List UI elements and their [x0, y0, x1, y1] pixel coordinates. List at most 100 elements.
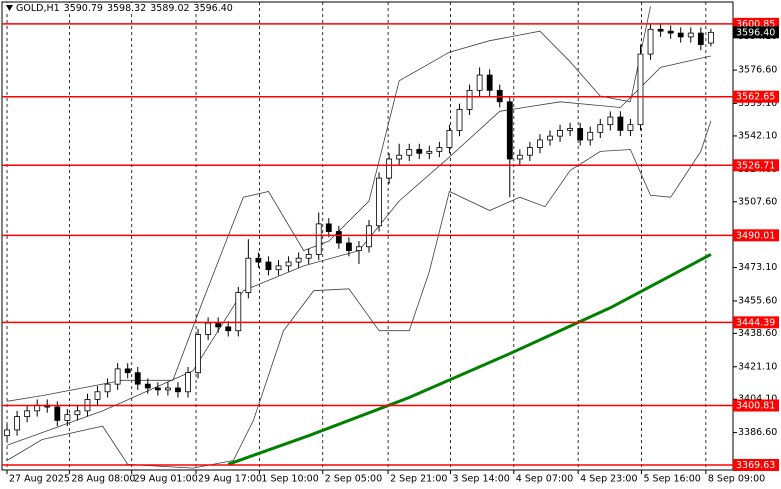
level-label-box — [733, 316, 779, 329]
x-tick-label: 29 Aug 17:00 — [198, 474, 262, 485]
current-price-label: 3596.40 — [736, 27, 775, 38]
candle-body — [707, 31, 714, 44]
x-tick-label: 2 Sep 21:00 — [390, 474, 447, 485]
indicator-line — [227, 253, 712, 466]
candle-body — [24, 410, 31, 417]
x-tick-label: 29 Aug 01:00 — [134, 474, 198, 485]
candle-body — [345, 242, 352, 251]
level-label-box — [733, 229, 779, 242]
candle-body — [315, 223, 322, 255]
header-value: 3596.40 — [193, 3, 233, 14]
level-label-box — [733, 90, 779, 103]
candle-body — [104, 383, 111, 393]
candle-body — [265, 261, 272, 271]
candle-body — [386, 158, 393, 179]
candle-body — [255, 257, 262, 263]
candle-body — [94, 391, 101, 400]
candle-body — [406, 149, 413, 156]
candle-body — [295, 257, 302, 263]
candle-body — [4, 429, 10, 437]
candle-body — [285, 261, 292, 267]
candle-body — [647, 28, 654, 55]
candle-body — [446, 129, 453, 148]
y-tick-label: 3404.10 — [738, 394, 777, 405]
current-price-box — [733, 26, 779, 39]
level-label: 3369.63 — [736, 460, 775, 471]
candle-body — [627, 124, 634, 131]
candle-body — [305, 254, 312, 259]
candle-body — [74, 410, 81, 416]
candle-body — [416, 149, 423, 154]
level-label: 3600.85 — [736, 19, 775, 30]
indicator-lines — [6, 6, 712, 469]
level-label-box — [733, 458, 779, 471]
candle-body — [506, 101, 513, 160]
x-tick-label: 28 Aug 08:00 — [71, 474, 135, 485]
y-tick-label: 3421.10 — [738, 361, 777, 372]
candle-body — [526, 147, 533, 156]
levels — [2, 23, 733, 466]
candle-body — [144, 383, 151, 389]
x-tick-label: 3 Sep 14:00 — [452, 474, 509, 485]
symbol: GOLD,H1 — [16, 3, 60, 14]
x-tick-label: 27 Aug 2025 — [9, 474, 70, 485]
candle-body — [687, 32, 694, 38]
y-tick-label: 3438.60 — [738, 328, 777, 339]
y-tick-label: 3455.60 — [738, 295, 777, 306]
y-tick-label: 3559.10 — [738, 98, 777, 109]
x-tick-label: 4 Sep 07:00 — [516, 474, 573, 485]
candle-body — [205, 322, 212, 335]
header-value: 3598.32 — [106, 3, 147, 14]
candle-body — [356, 246, 362, 251]
header: GOLD,H1 3590.79 3598.32 3589.02 3596.40 — [4, 3, 239, 14]
menu-arrow — [6, 5, 13, 11]
candle-body — [396, 154, 403, 160]
candle-body — [14, 416, 20, 431]
candle-body — [366, 225, 372, 248]
candle-body — [275, 265, 282, 271]
candle-body — [537, 139, 543, 148]
candle-body — [456, 109, 463, 131]
candle-body — [637, 53, 644, 126]
candle-body — [617, 116, 624, 131]
candle-body — [225, 326, 232, 332]
candle-body — [547, 135, 553, 141]
x-tick-label: 4 Sep 23:00 — [580, 474, 637, 485]
candle-body — [175, 387, 181, 393]
x-tick-label: 2 Sep 05:00 — [325, 474, 382, 485]
candle-body — [335, 231, 342, 244]
level-label-box — [733, 159, 779, 172]
x-tick-label: 5 Sep 16:00 — [643, 474, 700, 485]
y-tick-label: 3386.60 — [738, 427, 777, 438]
candle-body — [154, 387, 161, 391]
header-value: 3590.79 — [63, 3, 103, 14]
y-tick-label: 3507.60 — [738, 196, 777, 207]
candle-body — [54, 406, 61, 421]
level-label-box — [733, 399, 779, 412]
candle-body — [677, 32, 684, 38]
level-label: 3444.39 — [736, 317, 775, 328]
y-tick-label: 3576.60 — [738, 65, 777, 76]
candle-body — [195, 334, 201, 374]
candle-body — [486, 74, 493, 91]
candle-body — [426, 150, 433, 154]
candle-body — [587, 131, 594, 141]
y-tick-label: 3542.10 — [738, 130, 777, 141]
candle-body — [557, 129, 563, 137]
candle-body — [64, 414, 71, 421]
candle-body — [164, 387, 171, 391]
level-label: 3526.71 — [736, 160, 775, 171]
candle-body — [235, 292, 242, 332]
candle-body — [114, 368, 121, 385]
candle-body — [134, 372, 141, 385]
candle-body — [124, 368, 131, 374]
candle-body — [607, 116, 614, 126]
header-value: 3589.02 — [150, 3, 190, 14]
candle-body — [577, 128, 584, 141]
candle-body — [436, 147, 443, 152]
candle-body — [376, 177, 382, 227]
candle-body — [215, 322, 222, 328]
level-label: 3490.01 — [736, 230, 775, 241]
